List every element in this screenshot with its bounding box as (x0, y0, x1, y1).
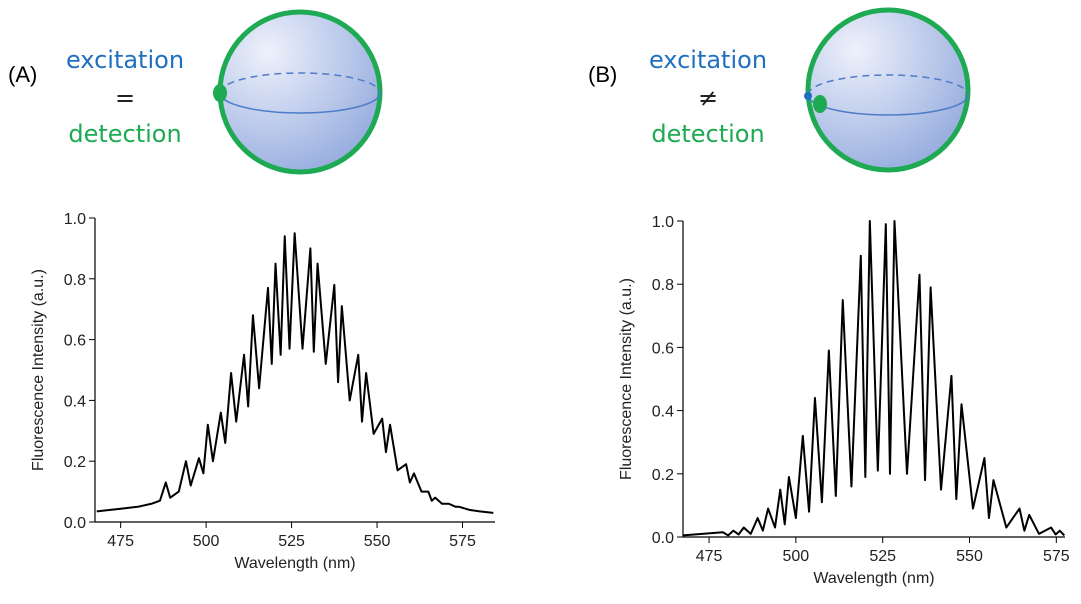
x-tick-label: 550 (956, 548, 983, 565)
annotation: detection (68, 120, 181, 148)
y-tick-label: 0.0 (64, 515, 86, 532)
annotation: ≠ (698, 84, 718, 112)
y-tick-label: 0.4 (64, 393, 86, 410)
y-tick-label: 0.4 (652, 404, 674, 421)
panel-label: (A) (8, 62, 37, 87)
y-tick-label: 0.2 (64, 454, 86, 471)
x-tick-label: 575 (1043, 548, 1070, 565)
x-tick-label: 525 (278, 533, 305, 550)
y-tick-label: 0.8 (64, 272, 86, 289)
panel-label: (B) (588, 62, 617, 87)
x-tick-label: 550 (364, 533, 391, 550)
y-tick-label: 0.0 (652, 530, 674, 547)
y-tick-label: 1.0 (64, 211, 86, 228)
sphere-b (804, 7, 971, 173)
x-tick-label: 575 (449, 533, 476, 550)
annotation: = (115, 84, 135, 112)
x-tick-label: 500 (783, 548, 810, 565)
x-tick-label: 500 (193, 533, 220, 550)
y-tick-label: 0.6 (652, 340, 674, 357)
y-axis-label: Fluorescence Intensity (a.u.) (30, 269, 47, 471)
y-tick-label: 0.6 (64, 333, 86, 350)
annotation: excitation (649, 46, 767, 74)
spectrum-line (682, 220, 1066, 537)
sphere-a (213, 9, 383, 175)
x-tick-label: 475 (696, 548, 723, 565)
y-tick-label: 1.0 (652, 214, 674, 231)
annotation: detection (651, 120, 764, 148)
y-tick-label: 0.8 (652, 277, 674, 294)
x-tick-label: 475 (107, 533, 134, 550)
x-tick-label: 525 (869, 548, 896, 565)
y-axis-label: Fluorescence Intensity (a.u.) (618, 278, 635, 480)
x-axis-label: Wavelength (nm) (813, 570, 934, 587)
spectrum-line (96, 232, 494, 514)
annotation: excitation (66, 46, 184, 74)
x-axis-label: Wavelength (nm) (234, 555, 355, 572)
y-tick-label: 0.2 (652, 467, 674, 484)
